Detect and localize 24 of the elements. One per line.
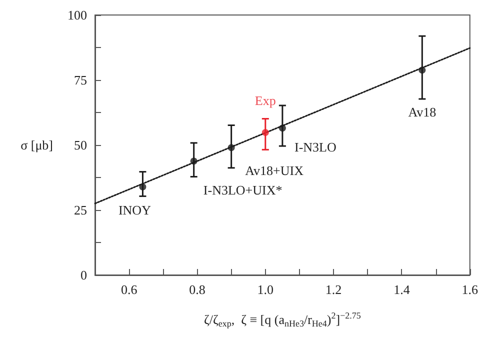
x-tick-label: 1.0: [257, 282, 274, 297]
point: [190, 158, 198, 165]
x-tick-label: 1.6: [462, 282, 478, 297]
x-tick-label: 1.2: [325, 282, 342, 297]
y-tick-label: 75: [74, 72, 87, 88]
annotation: INOY: [118, 202, 152, 218]
point: [228, 144, 235, 152]
point: [139, 183, 146, 190]
point: [262, 129, 269, 136]
series-label: Exp: [254, 93, 276, 108]
annotation: Av18: [408, 104, 436, 120]
point: [278, 124, 286, 132]
x-tick-label: 0.8: [189, 282, 206, 297]
y-tick-label: 100: [68, 8, 87, 22]
y-tick-label: 50: [74, 138, 87, 152]
y-axis-title: σ [μb]: [20, 138, 53, 152]
point: [418, 66, 426, 74]
y-tick-label: 25: [74, 202, 87, 218]
annotation: I-N3LO+UIX*: [203, 182, 282, 198]
y-tick-label: 0: [80, 268, 87, 282]
x-tick-label: 0.6: [120, 282, 138, 297]
annotation: Av18+UIX: [245, 163, 304, 178]
x-tick-label: 1.4: [394, 282, 410, 297]
annotation: I-N3LO: [294, 140, 336, 155]
